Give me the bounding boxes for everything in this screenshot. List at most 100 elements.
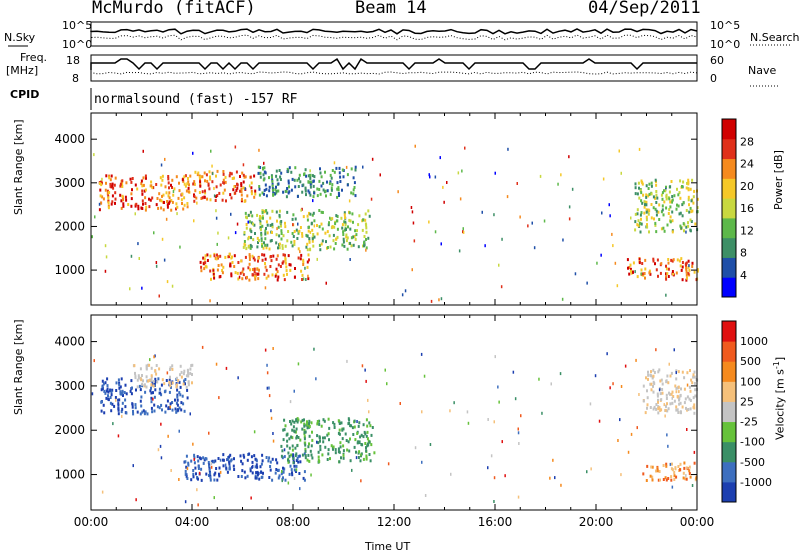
data-cell <box>257 277 260 281</box>
data-cell <box>118 386 121 390</box>
data-cell <box>264 232 267 236</box>
data-cell <box>341 243 344 247</box>
data-cell <box>299 487 301 491</box>
data-cell <box>461 169 463 173</box>
data-cell <box>669 215 672 219</box>
data-cell <box>696 197 699 201</box>
data-cell <box>163 258 166 262</box>
data-cell <box>200 269 203 273</box>
data-cell <box>203 257 206 261</box>
data-cell <box>620 473 622 477</box>
data-cell <box>686 181 688 185</box>
data-cell <box>146 412 149 416</box>
data-cell <box>168 200 171 204</box>
data-cell <box>170 469 172 472</box>
data-cell <box>656 196 659 200</box>
data-cell <box>629 263 632 267</box>
data-cell <box>145 375 148 379</box>
data-cell <box>639 230 642 234</box>
data-cell <box>669 392 672 396</box>
data-cell <box>313 347 315 351</box>
data-cell <box>171 367 174 371</box>
data-cell <box>142 149 144 153</box>
data-cell <box>224 255 227 259</box>
data-cell <box>152 384 155 388</box>
data-cell <box>247 213 250 217</box>
data-cell <box>171 364 174 368</box>
data-cell <box>413 239 416 243</box>
data-cell <box>364 212 367 216</box>
data-cell <box>687 195 690 199</box>
data-cell <box>249 175 252 179</box>
data-cell <box>209 175 211 179</box>
data-cell <box>671 200 673 204</box>
data-cell <box>651 475 654 479</box>
data-cell <box>675 369 678 373</box>
data-cell <box>638 196 641 200</box>
data-cell <box>679 394 682 398</box>
data-cell <box>655 407 658 411</box>
data-cell <box>306 458 309 462</box>
data-cell <box>272 439 275 443</box>
data-cell <box>293 240 296 243</box>
data-cell <box>501 440 503 444</box>
data-cell <box>345 439 348 442</box>
data-cell <box>693 450 696 454</box>
data-cell <box>234 145 237 149</box>
data-cell <box>204 254 207 258</box>
data-cell <box>217 255 220 259</box>
data-cell <box>227 458 230 461</box>
data-cell <box>653 217 655 221</box>
data-cell <box>650 203 653 206</box>
data-cell <box>160 403 163 407</box>
data-cell <box>130 204 133 208</box>
data-cell <box>140 206 143 210</box>
data-cell <box>119 390 122 394</box>
data-cell <box>137 376 140 380</box>
data-cell <box>650 382 653 386</box>
data-cell <box>324 189 327 193</box>
data-cell <box>215 185 218 189</box>
data-cell <box>323 436 326 440</box>
data-cell <box>282 253 285 257</box>
data-cell <box>111 402 114 406</box>
data-cell <box>169 366 172 370</box>
data-cell <box>298 177 300 181</box>
data-cell <box>562 238 564 242</box>
data-cell <box>638 393 640 396</box>
data-cell <box>322 181 325 185</box>
data-cell <box>677 411 680 414</box>
data-cell <box>278 169 281 172</box>
data-cell <box>671 462 673 466</box>
data-cell <box>263 272 266 276</box>
nsky-tick-bottom: 10^0 <box>62 38 93 51</box>
data-cell <box>292 235 295 238</box>
data-cell <box>320 184 323 188</box>
xtick-label: 04:00 <box>175 515 210 529</box>
data-cell <box>686 428 688 431</box>
data-cell <box>261 191 264 195</box>
data-cell <box>650 181 653 185</box>
data-cell <box>312 244 315 248</box>
data-cell <box>329 173 332 177</box>
data-cell <box>689 369 691 372</box>
data-cell <box>671 210 674 214</box>
data-cell <box>693 375 696 379</box>
data-cell <box>371 426 374 429</box>
data-cell <box>293 178 296 182</box>
data-cell <box>289 400 292 404</box>
data-cell <box>662 213 665 217</box>
data-cell <box>265 209 268 213</box>
data-cell <box>179 373 181 377</box>
data-cell <box>668 190 671 194</box>
data-cell <box>687 198 690 202</box>
data-cell <box>660 408 663 412</box>
colorbar-swatch <box>722 321 736 342</box>
data-cell <box>117 407 120 411</box>
data-cell <box>276 461 279 465</box>
data-cell <box>442 185 444 189</box>
data-cell <box>246 458 249 462</box>
colorbar-tick-label: 16 <box>740 202 754 215</box>
data-cell <box>174 407 177 411</box>
data-cell <box>258 268 260 272</box>
